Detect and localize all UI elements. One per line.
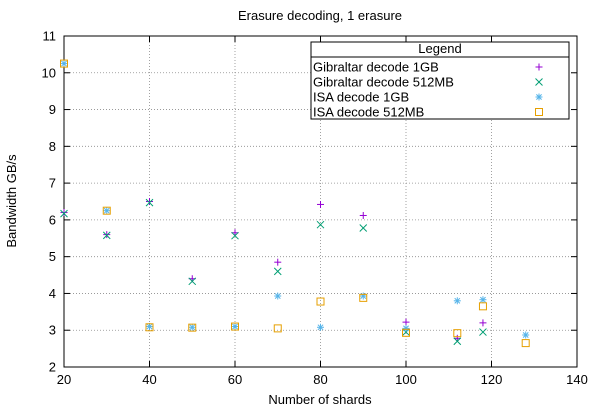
data-point-series-3 — [274, 292, 282, 300]
legend-marker — [535, 93, 543, 101]
data-point-series-4 — [102, 206, 111, 215]
data-point-series-1 — [402, 318, 410, 326]
data-point-series-4 — [231, 322, 239, 331]
legend-marker — [535, 108, 543, 116]
legend-label: ISA decode 1GB — [313, 90, 409, 105]
data-point-series-4 — [521, 339, 530, 348]
legend-title: Legend — [418, 41, 461, 56]
data-point-series-1 — [103, 231, 111, 239]
data-point-series-3 — [479, 296, 487, 304]
data-point-series-4 — [402, 328, 410, 337]
data-point-series-2 — [453, 337, 462, 346]
data-point-series-3 — [402, 324, 410, 332]
data-point-series-4 — [478, 302, 487, 311]
data-point-series-3 — [60, 60, 68, 68]
data-point-series-2 — [479, 328, 487, 336]
y-tick-label: 8 — [49, 139, 56, 154]
data-point-series-3 — [522, 331, 530, 339]
data-point-series-2 — [273, 267, 282, 276]
y-tick-label: 7 — [49, 176, 56, 191]
data-point-series-2 — [231, 231, 239, 240]
data-point-series-2 — [359, 224, 368, 232]
legend-label: Gibraltar decode 512MB — [313, 75, 454, 90]
y-tick-label: 2 — [49, 360, 56, 375]
chart-title: Erasure decoding, 1 erasure — [238, 8, 402, 23]
data-point-series-4 — [453, 329, 462, 338]
data-point-series-2 — [145, 198, 154, 207]
y-tick-label: 9 — [49, 102, 56, 117]
legend-marker — [535, 63, 543, 71]
y-tick-label: 4 — [49, 286, 56, 301]
data-point-series-1 — [274, 258, 282, 266]
data-point-series-4 — [316, 297, 325, 306]
data-point-series-4 — [273, 324, 282, 333]
data-points — [60, 59, 530, 348]
x-tick-label: 20 — [57, 372, 71, 387]
data-point-series-1 — [359, 211, 367, 219]
x-axis-label: Number of shards — [268, 392, 372, 407]
data-point-series-1 — [479, 319, 487, 327]
data-point-series-2 — [188, 277, 197, 286]
data-point-series-2 — [316, 220, 325, 229]
y-tick-label: 5 — [49, 249, 56, 264]
data-point-series-3 — [317, 323, 324, 331]
y-tick-label: 6 — [49, 212, 56, 227]
data-point-series-3 — [231, 323, 239, 331]
data-point-series-3 — [359, 292, 367, 300]
y-tick-label: 3 — [49, 323, 56, 338]
data-point-series-2 — [60, 209, 68, 218]
data-point-series-3 — [146, 323, 153, 331]
x-tick-label: 40 — [142, 372, 156, 387]
y-tick-label: 10 — [42, 65, 56, 80]
x-tick-label: 80 — [313, 372, 327, 387]
legend-label: Gibraltar decode 1GB — [313, 60, 439, 75]
data-point-series-2 — [102, 231, 111, 240]
x-tick-label: 100 — [395, 372, 417, 387]
data-point-series-4 — [60, 59, 68, 68]
axis-ticks: 20 40 60 80 100 120 140 2 3 4 5 6 7 8 9 10 11 — [42, 29, 588, 388]
x-tick-label: 60 — [228, 372, 242, 387]
legend-label: ISA decode 512MB — [313, 105, 424, 120]
data-point-series-3 — [188, 323, 196, 331]
data-point-series-4 — [145, 323, 154, 332]
y-axis-label: Bandwidth GB/s — [4, 154, 19, 248]
y-tick-label: 11 — [43, 29, 57, 44]
x-tick-label: 140 — [566, 372, 588, 387]
data-point-series-3 — [453, 297, 461, 305]
legend-box — [310, 41, 570, 120]
data-point-series-1 — [146, 198, 153, 205]
data-point-series-1 — [317, 200, 324, 208]
data-point-series-3 — [103, 207, 111, 215]
legend-marker — [535, 78, 543, 86]
data-point-series-4 — [359, 293, 368, 302]
data-point-series-4 — [188, 323, 197, 332]
data-point-series-1 — [60, 209, 68, 217]
x-tick-label: 120 — [481, 372, 503, 387]
